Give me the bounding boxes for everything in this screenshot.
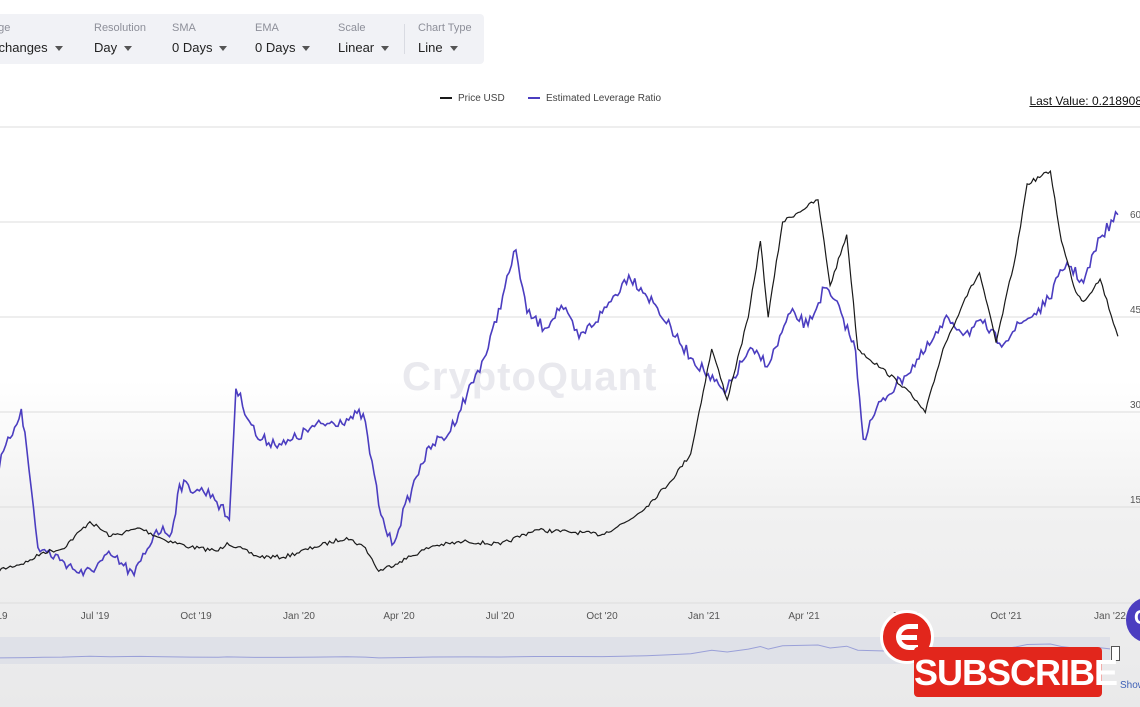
legend-item-price[interactable]: Price USD <box>440 93 505 104</box>
x-tick-label: 19 <box>0 611 8 622</box>
y-tick-label: 15 <box>1130 495 1140 506</box>
toolbar-divider <box>404 24 405 54</box>
chart-controls-toolbar: nge xchanges Resolution Day SMA 0 Days E… <box>0 14 484 64</box>
legend-swatch-price <box>440 97 452 100</box>
chart-type-value[interactable]: Line <box>418 40 458 55</box>
y-tick-label: 60 <box>1130 210 1140 221</box>
caret-down-icon <box>54 46 63 52</box>
series-line-price <box>0 169 1119 573</box>
logo-ring-shape <box>896 624 918 650</box>
subscribe-label: SUBSCRIBE <box>914 652 1118 693</box>
x-tick-label: Jan '21 <box>688 611 720 622</box>
scale-label: Scale <box>338 22 366 34</box>
help-chat-button[interactable]: C <box>1126 598 1140 642</box>
show-link[interactable]: Show <box>1120 680 1140 691</box>
sma-label: SMA <box>172 22 196 34</box>
range-label: nge <box>0 22 11 34</box>
resolution-value[interactable]: Day <box>94 40 133 55</box>
caret-down-icon <box>381 46 390 52</box>
legend-label-leverage: Estimated Leverage Ratio <box>546 93 662 104</box>
watermark: CryptoQuant <box>402 355 658 399</box>
series-line-leverage <box>0 210 1119 578</box>
logo-bar-shape <box>901 635 917 640</box>
ema-label: EMA <box>255 22 279 34</box>
x-tick-label: Apr '20 <box>383 611 415 622</box>
caret-down-icon <box>124 46 133 52</box>
caret-down-icon <box>449 46 458 52</box>
ema-value[interactable]: 0 Days <box>255 40 311 55</box>
legend-item-leverage[interactable]: Estimated Leverage Ratio <box>528 93 661 104</box>
help-chat-letter: C <box>1134 607 1140 630</box>
x-tick-label: Jul '20 <box>485 611 515 622</box>
x-tick-label: Oct '20 <box>586 611 618 622</box>
caret-down-icon <box>302 46 311 52</box>
subscribe-button[interactable]: SUBSCRIBE <box>914 647 1118 697</box>
channel-logo-icon[interactable] <box>880 610 934 664</box>
x-tick-label: Oct '21 <box>990 611 1022 622</box>
sma-value[interactable]: 0 Days <box>172 40 228 55</box>
resolution-label: Resolution <box>94 22 146 34</box>
scale-value[interactable]: Linear <box>338 40 390 55</box>
last-value-link[interactable]: Last Value: 0.218908 <box>1029 94 1140 108</box>
x-tick-label: Oct '19 <box>180 611 212 622</box>
y-tick-label: 45 <box>1130 305 1140 316</box>
x-tick-label: Jan '20 <box>283 611 315 622</box>
chart-type-label: Chart Type <box>418 22 472 34</box>
x-tick-label: Jan '22 <box>1094 611 1126 622</box>
x-tick-label: Apr '21 <box>788 611 820 622</box>
caret-down-icon <box>219 46 228 52</box>
legend-label-price: Price USD <box>458 93 505 104</box>
range-value[interactable]: xchanges <box>0 40 63 55</box>
y-tick-label: 30 <box>1130 400 1140 411</box>
navigator-handle[interactable] <box>1111 646 1120 661</box>
x-tick-label: Jul '19 <box>80 611 110 622</box>
legend-swatch-leverage <box>528 97 540 100</box>
